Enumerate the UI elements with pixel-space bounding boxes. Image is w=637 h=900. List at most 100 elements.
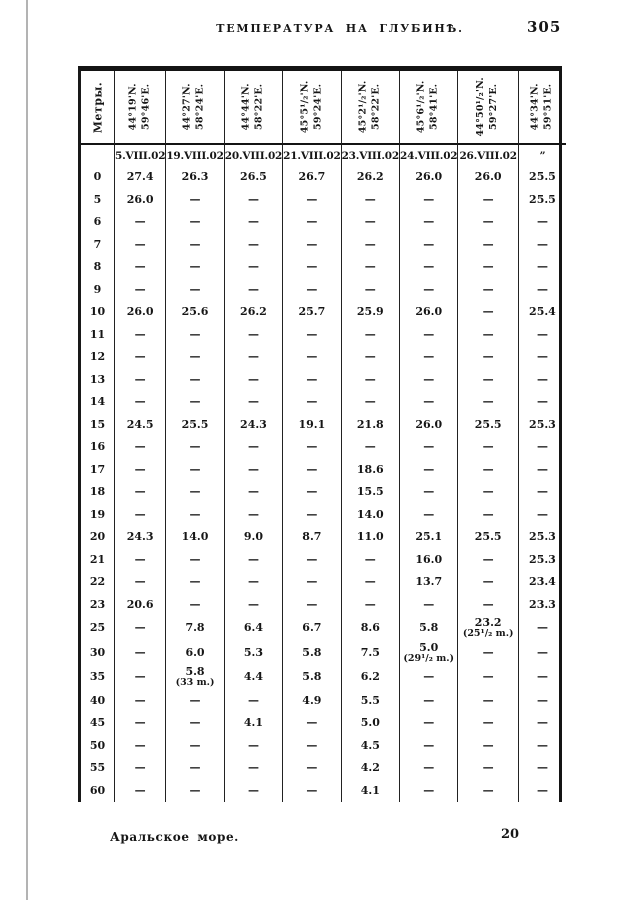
temperature-value: 6.7 (282, 616, 340, 641)
value-main: — (306, 462, 318, 476)
station-date: 5.VIII.02 (114, 145, 166, 166)
temperature-value: 13.7 (399, 571, 457, 594)
value-main: — (536, 621, 548, 635)
value-main: — (134, 215, 146, 229)
value-main: — (189, 575, 201, 589)
station-latitude: 44°19'N. (127, 83, 139, 131)
value-main: 7.5 (360, 645, 380, 659)
no-measurement-dash: — (165, 436, 223, 459)
depth-label: 13 (89, 372, 106, 386)
value-main: — (536, 761, 548, 775)
value-main: 26.7 (298, 170, 326, 184)
station-coordinates: 44°44'N. 58°22'E. (241, 83, 267, 130)
value-main: — (247, 372, 259, 386)
no-measurement-dash: — (399, 391, 457, 414)
no-measurement-dash: — (223, 368, 282, 391)
value-main: — (482, 485, 494, 499)
value-main: — (189, 597, 201, 611)
value-main: 6.2 (360, 670, 380, 684)
value-main: — (189, 215, 201, 229)
temperature-value: 24.3 (223, 413, 282, 436)
no-measurement-dash: — (399, 503, 457, 526)
temperature-value: 25.1 (399, 526, 457, 549)
value-main: — (536, 372, 548, 386)
value-main: 5.8 (302, 645, 322, 659)
depth-label: 9 (93, 282, 102, 296)
no-measurement-dash: — (340, 278, 399, 301)
value-main: 8.7 (302, 530, 322, 544)
depth-label: 50 (89, 738, 106, 752)
station-date: 20.VIII.02 (223, 145, 282, 166)
temperature-value: 9.0 (223, 526, 282, 549)
station-longitude: 58°24'E. (195, 83, 207, 131)
value-main: 27.4 (126, 170, 154, 184)
station-longitude: 58°41'E. (428, 83, 440, 131)
no-measurement-dash: — (517, 481, 566, 504)
no-measurement-dash: — (114, 278, 165, 301)
value-main: — (364, 327, 376, 341)
temperature-value: 5.8 (399, 616, 457, 641)
value-main: — (247, 575, 259, 589)
temperature-value: 24.3 (114, 526, 165, 549)
no-measurement-dash: — (114, 256, 165, 279)
no-measurement-dash: — (517, 712, 566, 735)
no-measurement-dash: — (114, 323, 165, 346)
value-main: — (423, 597, 435, 611)
no-measurement-dash: — (165, 689, 223, 713)
no-measurement-dash: — (223, 233, 282, 256)
value-main: 15.5 (356, 485, 384, 499)
depth-label: 0 (93, 170, 102, 184)
station-header: 45°2¹/₂'N. 58°22'E. (340, 71, 399, 145)
no-measurement-dash: — (517, 616, 566, 641)
value-main: — (482, 716, 494, 730)
no-measurement-dash: — (517, 391, 566, 414)
value-main: 4.4 (243, 670, 264, 684)
value-main: — (134, 783, 146, 797)
value-main: — (134, 237, 146, 251)
station-header: 44°34'N. 59°51'E. (517, 71, 566, 145)
no-measurement-dash: — (223, 548, 282, 571)
value-main: — (134, 485, 146, 499)
value-main: — (423, 761, 435, 775)
value-main: 8.6 (360, 621, 380, 635)
value-main: 18.6 (356, 462, 384, 476)
depth-label: 35 (89, 670, 106, 684)
no-measurement-dash: — (282, 481, 340, 504)
temperature-value: 16.0 (399, 548, 457, 571)
no-measurement-dash: — (223, 734, 282, 758)
no-measurement-dash: — (223, 779, 282, 803)
value-main: — (423, 440, 435, 454)
value-main: — (189, 507, 201, 521)
value-main: — (364, 575, 376, 589)
value-main: — (482, 462, 494, 476)
station-longitude: 58°22'E. (370, 83, 382, 131)
no-measurement-dash: — (282, 256, 340, 279)
depth-label: 10 (89, 305, 106, 319)
no-measurement-dash: — (223, 346, 282, 369)
temperature-table: Метры. 44°19'N. 59°46'E. 44°27'N. 58°24'E. 44… (78, 66, 566, 803)
temperature-value: 5.5 (340, 689, 399, 713)
temperature-value: 5.0 (29¹/₂ m.) (399, 640, 457, 666)
value-main: — (306, 440, 318, 454)
value-main: 4.1 (243, 716, 264, 730)
value-main: — (189, 350, 201, 364)
no-measurement-dash: — (223, 481, 282, 504)
value-main: — (247, 260, 259, 274)
value-main: — (189, 327, 201, 341)
value-main: — (482, 597, 494, 611)
depth-label: 5 (93, 192, 102, 206)
station-longitude: 59°51'E. (542, 83, 554, 131)
value-main: — (536, 670, 548, 684)
no-measurement-dash: — (223, 256, 282, 279)
station-date: 19.VIII.02 (165, 145, 224, 166)
value-main: 6.0 (185, 645, 205, 659)
value-main: — (364, 552, 376, 566)
temperature-value: 6.4 (223, 616, 282, 641)
temperature-value: 25.5 (517, 188, 566, 211)
temperature-value: 25.5 (457, 413, 517, 436)
value-main: — (247, 761, 259, 775)
value-main: — (306, 215, 318, 229)
value-main: — (423, 507, 435, 521)
station-longitude: 59°24'E. (311, 83, 323, 131)
value-main: — (134, 282, 146, 296)
